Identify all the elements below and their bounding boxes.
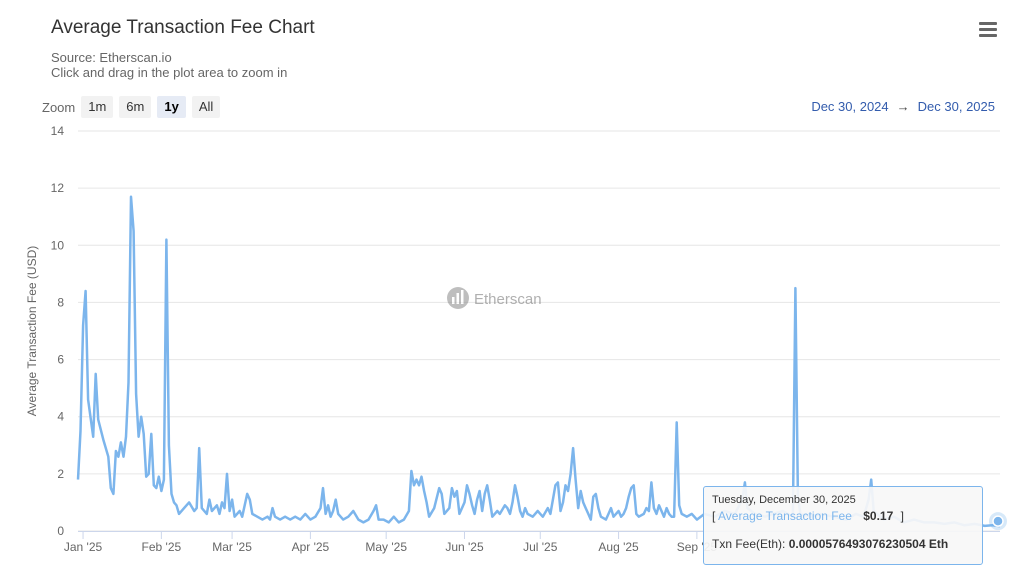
x-tick-label: Jul '25 bbox=[523, 540, 558, 554]
range-to-input[interactable]: Dec 30, 2025 bbox=[917, 99, 995, 114]
logo-bar bbox=[452, 297, 455, 304]
menu-bar bbox=[979, 28, 997, 31]
y-tick-label: 2 bbox=[57, 467, 64, 481]
data-tooltip: Tuesday, December 30, 2025 [ Average Tra… bbox=[703, 486, 983, 565]
range-arrow: → bbox=[896, 99, 910, 114]
y-axis: 0 2 4 6 8 10 12 14 bbox=[51, 124, 65, 538]
tooltip-eth-label: Txn Fee(Eth): bbox=[712, 537, 786, 551]
y-tick-label: 4 bbox=[57, 410, 64, 424]
zoom-1m-button[interactable]: 1m bbox=[81, 96, 114, 118]
menu-bar bbox=[979, 34, 997, 37]
watermark-text: Etherscan bbox=[474, 291, 542, 308]
tooltip-eth-value: 0.0000576493076230504 Eth bbox=[788, 537, 949, 551]
y-tick-label: 6 bbox=[57, 353, 64, 367]
etherscan-watermark: Etherscan bbox=[447, 287, 542, 309]
zoom-hint-text: Click and drag in the plot area to zoom … bbox=[51, 65, 288, 80]
chart-title: Average Transaction Fee Chart bbox=[51, 17, 315, 38]
tooltip-date: Tuesday, December 30, 2025 bbox=[712, 494, 856, 506]
x-tick-label: Jan '25 bbox=[64, 540, 103, 554]
y-tick-label: 0 bbox=[57, 524, 64, 538]
range-from-input[interactable]: Dec 30, 2024 bbox=[811, 99, 889, 114]
tooltip-value-row: [ Average Transaction Fee $0.17 ] bbox=[712, 509, 974, 523]
y-tick-label: 8 bbox=[57, 295, 64, 309]
x-tick-label: Jun '25 bbox=[445, 540, 484, 554]
tooltip-usd-value: $0.17 bbox=[863, 509, 894, 523]
menu-bar bbox=[979, 22, 997, 25]
grid-lines bbox=[78, 130, 1000, 532]
chart-subtitle: Source: Etherscan.io Click and drag in t… bbox=[51, 50, 287, 80]
series-line-average-transaction-fee[interactable] bbox=[76, 195, 1001, 528]
logo-bar bbox=[456, 293, 459, 304]
date-range: Dec 30, 2024 → Dec 30, 2025 bbox=[811, 99, 995, 114]
x-tick-label: Aug '25 bbox=[598, 540, 639, 554]
y-tick-label: 10 bbox=[51, 238, 65, 252]
x-tick-label: Mar '25 bbox=[212, 540, 252, 554]
y-axis-title: Average Transaction Fee (USD) bbox=[25, 246, 39, 417]
zoom-all-button[interactable]: All bbox=[191, 96, 221, 118]
zoom-6m-button[interactable]: 6m bbox=[119, 96, 152, 118]
tooltip-eth-row: Txn Fee(Eth): 0.0000576493076230504 Eth bbox=[712, 537, 974, 551]
hamburger-menu-icon[interactable] bbox=[974, 18, 1002, 42]
x-tick-label: May '25 bbox=[365, 540, 407, 554]
x-tick-label: Apr '25 bbox=[292, 540, 330, 554]
tooltip-bracket-open: [ bbox=[712, 509, 716, 523]
y-tick-label: 12 bbox=[51, 181, 65, 195]
zoom-label: Zoom bbox=[42, 99, 76, 115]
y-tick-label: 14 bbox=[51, 124, 65, 138]
zoom-selector: Zoom 1m 6m 1y All bbox=[42, 96, 226, 118]
tooltip-bracket-close: ] bbox=[900, 509, 904, 523]
highlight-point[interactable] bbox=[992, 515, 1004, 527]
x-tick-label: Feb '25 bbox=[142, 540, 182, 554]
logo-bar bbox=[461, 290, 464, 304]
tooltip-series-name: Average Transaction Fee bbox=[718, 509, 852, 523]
source-text: Source: Etherscan.io bbox=[51, 50, 172, 65]
zoom-1y-button[interactable]: 1y bbox=[157, 96, 186, 118]
